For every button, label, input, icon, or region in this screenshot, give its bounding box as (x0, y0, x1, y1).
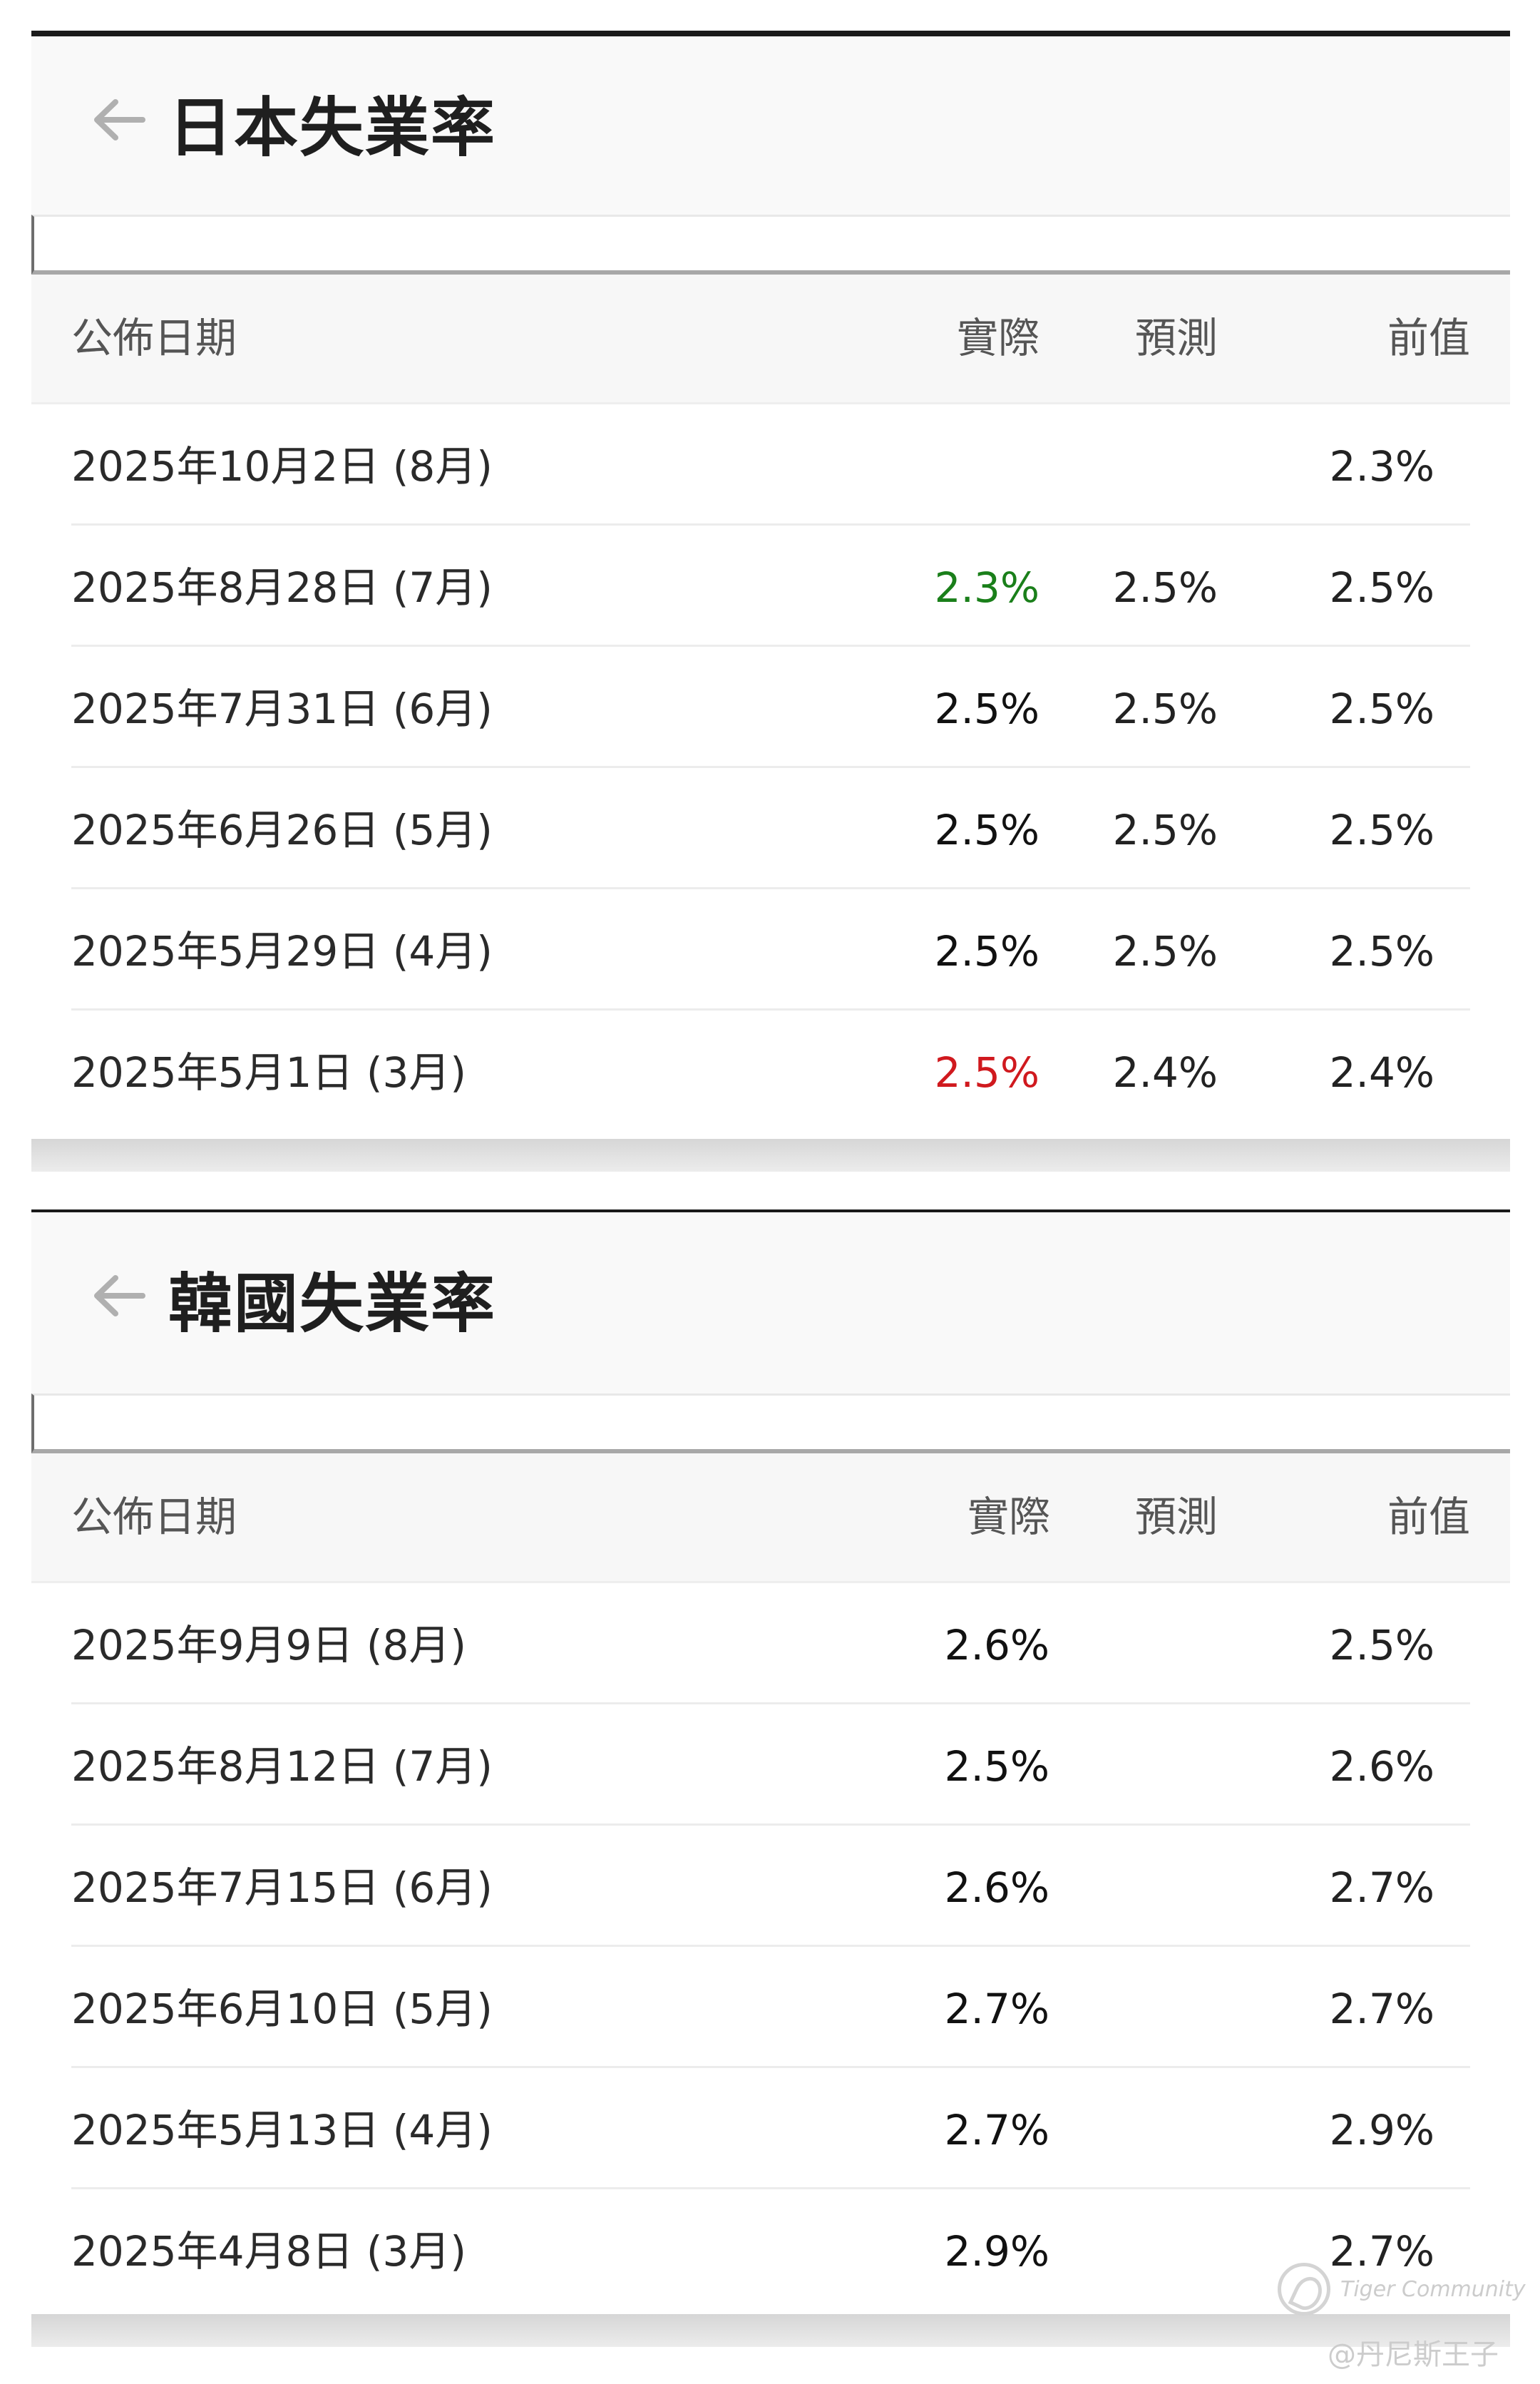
cell-actual: 2.6% (944, 1621, 1049, 1669)
cell-forecast: 2.5% (1112, 806, 1218, 854)
cell-previous: 2.5% (1329, 927, 1434, 976)
table-row: 2025年5月13日 (4月) 2.7% 2.9% (71, 2068, 1470, 2189)
tab-strip (31, 215, 1510, 275)
panel-footer (31, 1139, 1510, 1172)
column-header-forecast: 預測 (1134, 1493, 1218, 1541)
column-header-date: 公佈日期 (71, 314, 237, 362)
table-row: 2025年6月26日 (5月) 2.5% 2.5% 2.5% (71, 768, 1470, 889)
cell-date: 2025年5月13日 (4月) (71, 2106, 493, 2154)
cell-date: 2025年5月29日 (4月) (71, 927, 493, 976)
panel-footer (31, 2314, 1510, 2347)
table-header: 公佈日期 實際 預測 前值 (31, 275, 1510, 404)
cell-previous: 2.5% (1329, 1621, 1434, 1669)
column-header-actual: 實際 (967, 1493, 1050, 1541)
column-header-actual: 實際 (956, 314, 1040, 362)
table-row: 2025年7月31日 (6月) 2.5% 2.5% 2.5% (71, 647, 1470, 768)
table-row: 2025年7月15日 (6月) 2.6% 2.7% (71, 1826, 1470, 1947)
tiger-logo-icon (1278, 2263, 1330, 2316)
cell-date: 2025年6月26日 (5月) (71, 806, 493, 854)
cell-actual: 2.7% (944, 1985, 1049, 2033)
cell-previous: 2.4% (1329, 1048, 1434, 1097)
cell-date: 2025年10月2日 (8月) (71, 442, 493, 491)
table-body: 2025年10月2日 (8月) 2.3% 2025年8月28日 (7月) 2.3… (31, 404, 1510, 1132)
cell-actual: 2.5% (944, 1742, 1049, 1791)
cell-previous: 2.9% (1329, 2106, 1434, 2154)
table-row: 2025年10月2日 (8月) 2.3% (71, 404, 1470, 526)
cell-date: 2025年7月31日 (6月) (71, 685, 493, 733)
cell-actual: 2.5% (934, 1048, 1040, 1097)
table-row: 2025年5月29日 (4月) 2.5% 2.5% 2.5% (71, 889, 1470, 1011)
korea-unemployment-panel: 韓國失業率 公佈日期 實際 預測 前值 2025年9月9日 (8月) 2.6% … (31, 1209, 1510, 2347)
cell-date: 2025年8月12日 (7月) (71, 1742, 493, 1791)
cell-date: 2025年9月9日 (8月) (71, 1621, 467, 1669)
cell-actual: 2.7% (944, 2106, 1049, 2154)
cell-actual: 2.5% (934, 927, 1040, 976)
table-row: 2025年4月8日 (3月) 2.9% 2.7% (71, 2189, 1470, 2311)
cell-date: 2025年4月8日 (3月) (71, 2227, 467, 2276)
cell-previous: 2.5% (1329, 806, 1434, 854)
japan-unemployment-panel: 日本失業率 公佈日期 實際 預測 前值 2025年10月2日 (8月) 2.3%… (31, 31, 1510, 1172)
cell-actual: 2.5% (934, 685, 1040, 733)
arrow-left-icon[interactable] (87, 88, 151, 152)
column-header-forecast: 預測 (1134, 314, 1218, 362)
page-title: 韓國失業率 (168, 1267, 496, 1341)
table-row: 2025年8月28日 (7月) 2.3% 2.5% 2.5% (71, 526, 1470, 647)
panel-header: 韓國失業率 (31, 1209, 1510, 1393)
cell-previous: 2.3% (1329, 442, 1434, 491)
table-header: 公佈日期 實際 預測 前值 (31, 1453, 1510, 1583)
table-row: 2025年6月10日 (5月) 2.7% 2.7% (71, 1947, 1470, 2068)
cell-previous: 2.5% (1329, 685, 1434, 733)
table-row: 2025年9月9日 (8月) 2.6% 2.5% (71, 1583, 1470, 1704)
table-row: 2025年5月1日 (3月) 2.5% 2.4% 2.4% (71, 1011, 1470, 1132)
cell-forecast: 2.4% (1112, 1048, 1218, 1097)
table-body: 2025年9月9日 (8月) 2.6% 2.5% 2025年8月12日 (7月)… (31, 1583, 1510, 2311)
column-header-previous: 前值 (1387, 314, 1470, 362)
cell-actual: 2.5% (934, 806, 1040, 854)
panel-header: 日本失業率 (31, 31, 1510, 215)
cell-previous: 2.7% (1329, 1863, 1434, 1912)
cell-forecast: 2.5% (1112, 685, 1218, 733)
cell-date: 2025年5月1日 (3月) (71, 1048, 467, 1097)
cell-actual: 2.9% (944, 2227, 1049, 2276)
table-row: 2025年8月12日 (7月) 2.5% 2.6% (71, 1704, 1470, 1826)
page-title: 日本失業率 (168, 91, 496, 165)
cell-date: 2025年6月10日 (5月) (71, 1985, 493, 2033)
watermark-user: @丹尼斯王子 (1328, 2338, 1499, 2371)
cell-actual: 2.6% (944, 1863, 1049, 1912)
cell-date: 2025年8月28日 (7月) (71, 563, 493, 612)
watermark: Tiger Community @丹尼斯王子 (1278, 2263, 1526, 2371)
cell-previous: 2.6% (1329, 1742, 1434, 1791)
watermark-brand: Tiger Community (1340, 2277, 1526, 2302)
cell-date: 2025年7月15日 (6月) (71, 1863, 493, 1912)
cell-forecast: 2.5% (1112, 563, 1218, 612)
tab-strip (31, 1393, 1510, 1453)
cell-forecast: 2.5% (1112, 927, 1218, 976)
column-header-previous: 前值 (1387, 1493, 1470, 1541)
cell-previous: 2.7% (1329, 2227, 1434, 2276)
cell-previous: 2.7% (1329, 1985, 1434, 2033)
arrow-left-icon[interactable] (87, 1264, 151, 1328)
cell-previous: 2.5% (1329, 563, 1434, 612)
column-header-date: 公佈日期 (71, 1493, 237, 1541)
cell-actual: 2.3% (934, 563, 1040, 612)
